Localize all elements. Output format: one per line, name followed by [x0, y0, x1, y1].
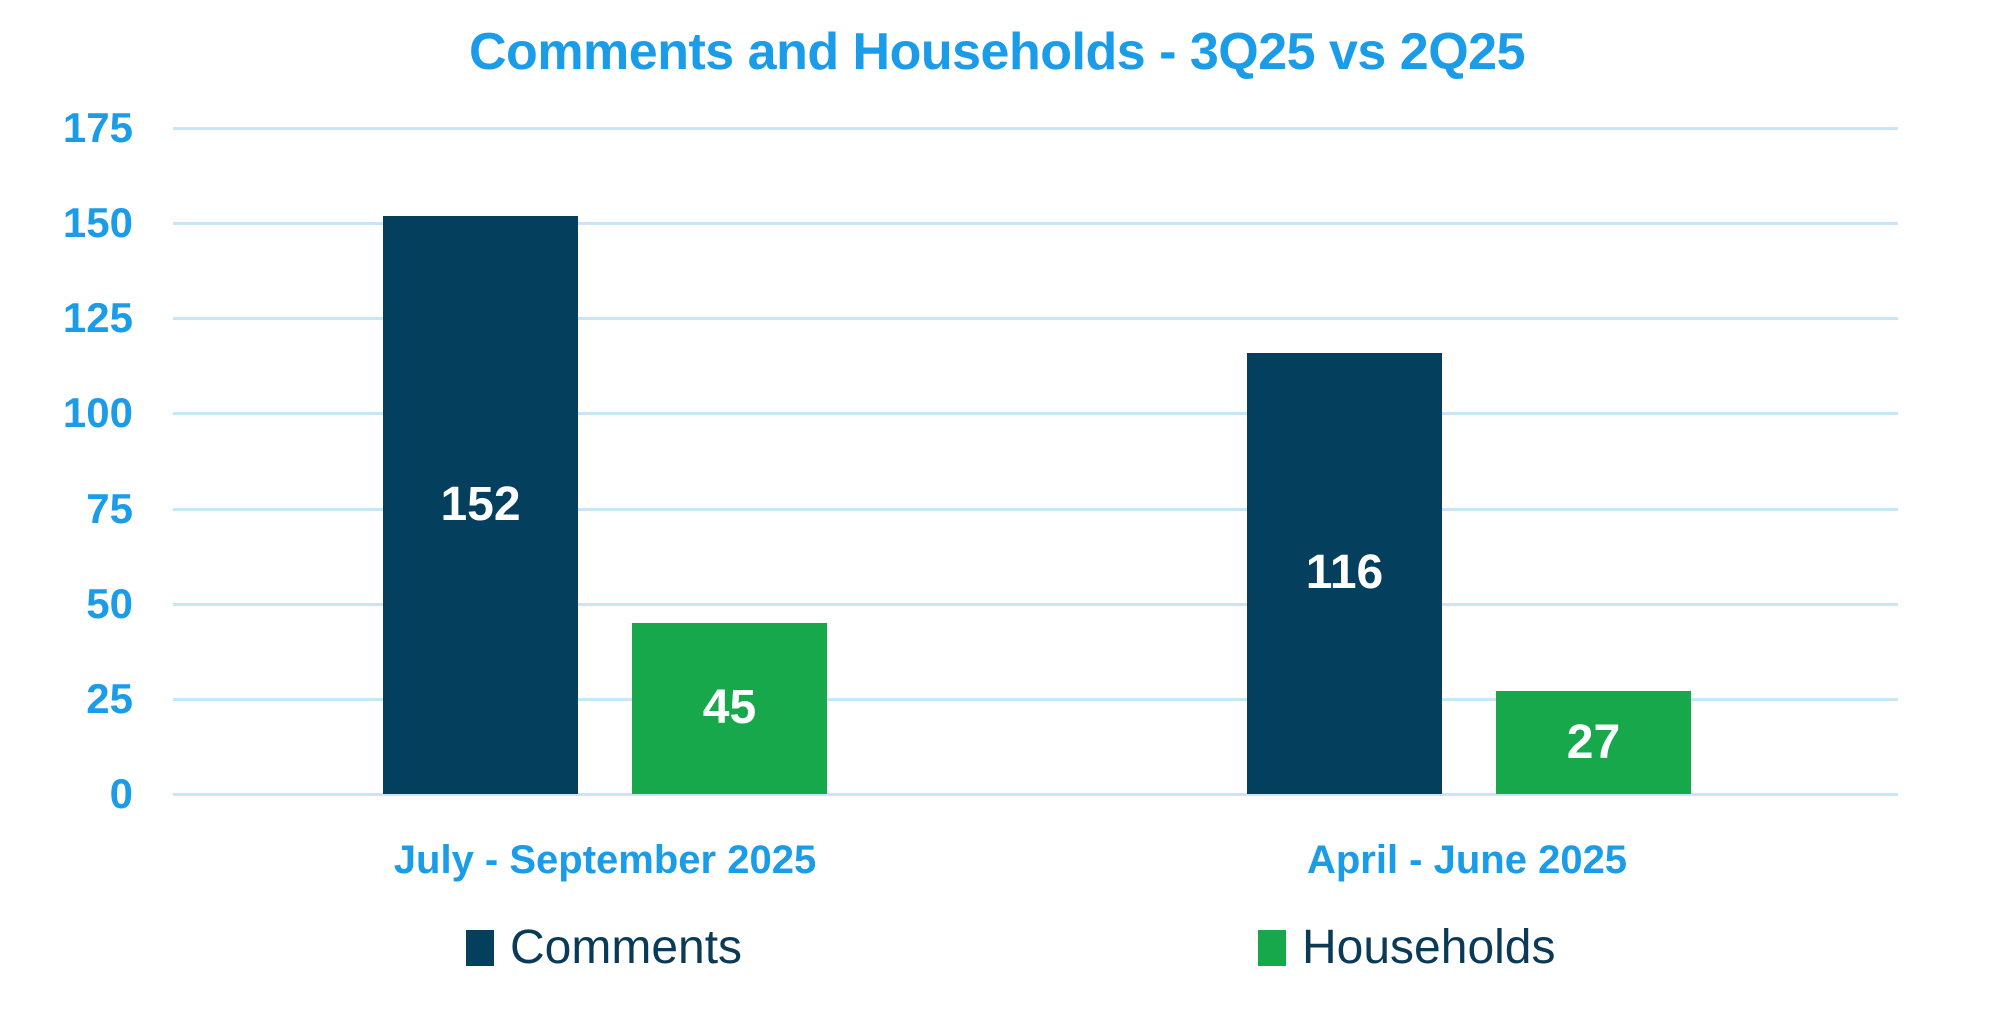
bar-comments-2: 116: [1247, 352, 1442, 794]
bar-value-label: 152: [440, 477, 521, 531]
bar-value-label: 27: [1566, 715, 1621, 769]
gridline-100: [173, 412, 1898, 416]
legend-label-comments: Comments: [510, 921, 743, 974]
y-tick-label-175: 175: [62, 104, 133, 151]
bar-comments-1: 152: [383, 215, 578, 794]
bar-value-label: 116: [1305, 546, 1384, 600]
bar-households-1: 45: [632, 622, 827, 794]
legend-label-households: Households: [1302, 921, 1556, 974]
gridline-0: [173, 793, 1898, 796]
gridline-125: [173, 317, 1898, 321]
y-tick-label-25: 25: [86, 674, 133, 722]
chart-title: Comments and Households - 3Q25 vs 2Q25: [469, 23, 1526, 81]
category-label-q3: July - September 2025: [393, 838, 817, 882]
y-tick-label-75: 75: [86, 484, 133, 532]
category-label-q2: April - June 2025: [1306, 838, 1628, 882]
plot-area: 152 45 116 27: [173, 127, 1898, 796]
gridline-50: [173, 602, 1898, 606]
bar-households-2: 27: [1496, 691, 1691, 794]
gridline-175: [173, 127, 1898, 130]
legend-item-comments: Comments: [466, 924, 742, 972]
gridline-25: [173, 697, 1898, 701]
gridline-75: [173, 507, 1898, 511]
comments-legend-swatch-icon: [466, 930, 494, 966]
legend-item-households: Households: [1258, 924, 1556, 972]
households-legend-swatch-icon: [1258, 930, 1286, 966]
bar-value-label: 45: [702, 681, 757, 735]
y-tick-label-0: 0: [109, 770, 133, 817]
gridline-150: [173, 222, 1898, 226]
y-tick-label-150: 150: [62, 199, 133, 247]
y-tick-label-125: 125: [62, 294, 133, 342]
y-tick-label-100: 100: [62, 389, 133, 437]
y-tick-label-50: 50: [86, 579, 133, 627]
